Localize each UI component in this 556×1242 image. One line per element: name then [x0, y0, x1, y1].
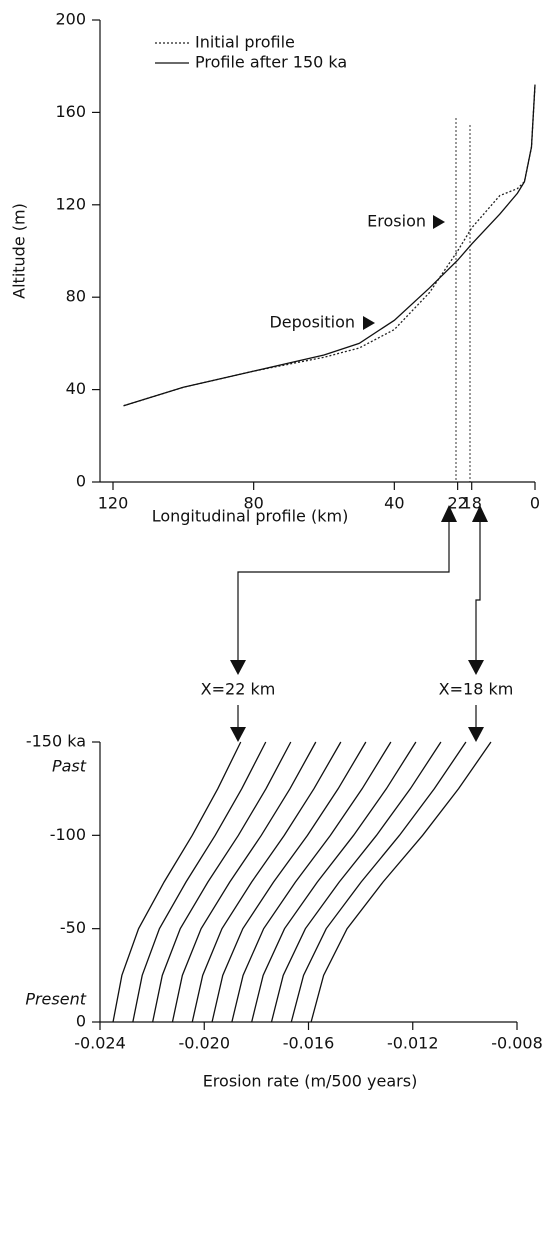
x-tick-label: 0: [530, 494, 540, 513]
x-axis-label: Longitudinal profile (km): [152, 507, 349, 526]
data-line: [290, 741, 467, 1023]
data-line: [231, 741, 392, 1023]
x-tick-label: 40: [384, 494, 404, 513]
y-tick-label: 160: [55, 102, 86, 121]
x-tick-label: 120: [98, 494, 129, 513]
data-line: [171, 741, 317, 1023]
y-tick-label: 40: [66, 379, 86, 398]
y-tick-label: -50: [60, 918, 86, 937]
annotation: Present: [25, 990, 86, 1009]
data-line: [112, 741, 242, 1023]
x-tick-label: 80: [243, 494, 263, 513]
x-tick-label: 18: [462, 494, 482, 513]
data-line: [211, 741, 367, 1023]
x-tick-label: -0.024: [74, 1034, 126, 1053]
x-axis-label: Erosion rate (m/500 years): [203, 1072, 418, 1091]
data-line: [123, 84, 536, 407]
annotation: Erosion: [367, 212, 426, 231]
annotation-arrow: [363, 316, 375, 330]
data-line: [251, 741, 417, 1023]
x-tick-label: -0.008: [491, 1034, 543, 1053]
y-tick-label: 120: [55, 194, 86, 213]
y-axis-label: Altitude (m): [10, 203, 29, 299]
annotation: Past: [52, 757, 87, 776]
annotation-arrow: [433, 215, 445, 229]
data-line: [310, 741, 492, 1023]
y-tick-label: -150 ka: [26, 732, 86, 751]
x-tick-label: -0.016: [283, 1034, 335, 1053]
y-tick-label: 200: [55, 10, 86, 29]
y-tick-label: -100: [50, 825, 86, 844]
data-line: [152, 741, 292, 1023]
data-line: [123, 84, 536, 407]
connector: [237, 520, 481, 730]
arrowheads: [230, 505, 488, 742]
annotation: Deposition: [269, 313, 355, 332]
legend-label: Profile after 150 ka: [195, 53, 347, 72]
legend-label: Initial profile: [195, 33, 295, 52]
y-tick-label: 0: [76, 1012, 86, 1031]
data-line: [191, 741, 342, 1023]
x-tick-label: -0.020: [178, 1034, 230, 1053]
x-tick-label: -0.012: [387, 1034, 439, 1053]
annotation: X=18 km: [439, 680, 514, 699]
y-tick-label: 80: [66, 287, 86, 306]
annotation: X=22 km: [201, 680, 276, 699]
y-tick-label: 0: [76, 472, 86, 491]
data-line: [132, 741, 267, 1023]
x-tick-label: 22: [447, 494, 467, 513]
data-line: [270, 741, 442, 1023]
